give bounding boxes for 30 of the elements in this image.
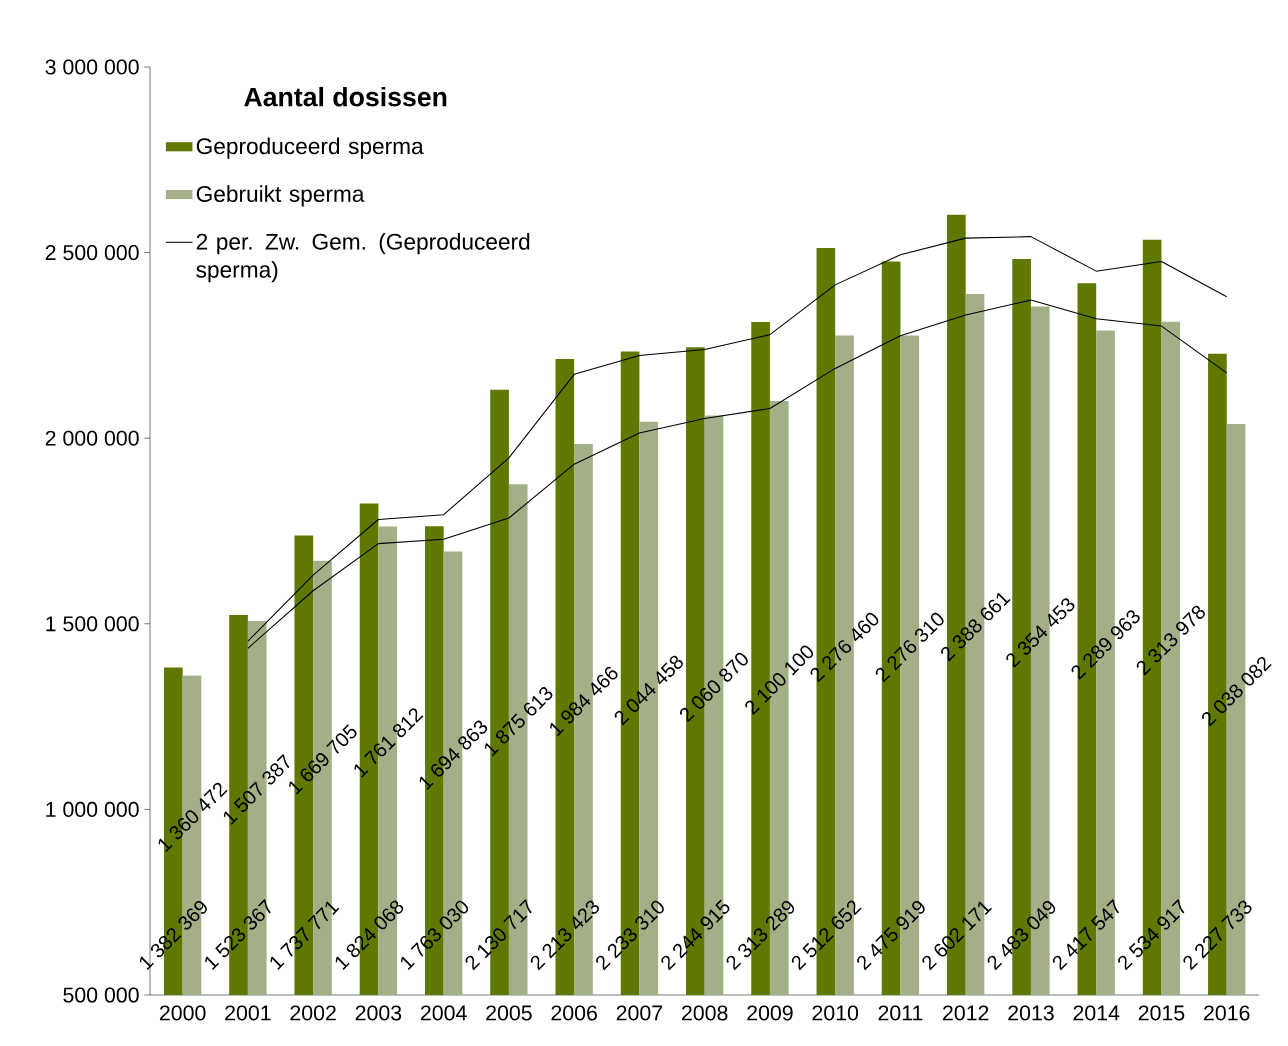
y-tick-label: 500 000	[63, 987, 139, 1003]
y-tick-label: 2 500 000	[45, 245, 139, 261]
x-tick-label: 2009	[747, 1005, 793, 1021]
x-tick-label: 2010	[812, 1005, 859, 1021]
x-tick-label: 2005	[486, 1005, 532, 1021]
x-tick-label: 2016	[1204, 1005, 1250, 1021]
legend-label: Gebruikt sperma	[196, 185, 365, 207]
y-tick-label: 1 000 000	[46, 801, 139, 817]
data-label: 2 038 082	[1202, 656, 1272, 727]
x-tick-label: 2002	[290, 1005, 336, 1021]
x-tick-label: 2012	[943, 1005, 989, 1021]
y-tick-label: 1 500 000	[46, 616, 139, 632]
x-tick-label: 2013	[1008, 1005, 1054, 1021]
y-tick-label: 2 000 000	[45, 430, 139, 446]
text: Aantal dosissen	[244, 86, 447, 107]
legend-label: Geproduceerd sperma	[196, 137, 424, 159]
data-label: 2 227 733	[1183, 900, 1252, 971]
y-tick-label: 3 000 000	[45, 59, 139, 75]
x-tick-label: 2000	[159, 1005, 206, 1021]
x-tick-label: 2008	[682, 1005, 728, 1021]
legend-label: 2 per. Zw. Gem. (Geproduceerd sperma)	[196, 233, 530, 283]
x-tick-label: 2015	[1138, 1005, 1185, 1021]
x-tick-label: 2003	[355, 1005, 402, 1021]
data-label: 1 694 863	[419, 720, 488, 790]
x-tick-label: 2014	[1073, 1005, 1120, 1021]
x-tick-label: 2004	[420, 1005, 467, 1021]
x-tick-label: 2007	[616, 1005, 663, 1021]
x-tick-label: 2011	[878, 1005, 923, 1021]
x-tick-label: 2006	[551, 1005, 597, 1021]
x-tick-label: 2001	[225, 1005, 271, 1021]
